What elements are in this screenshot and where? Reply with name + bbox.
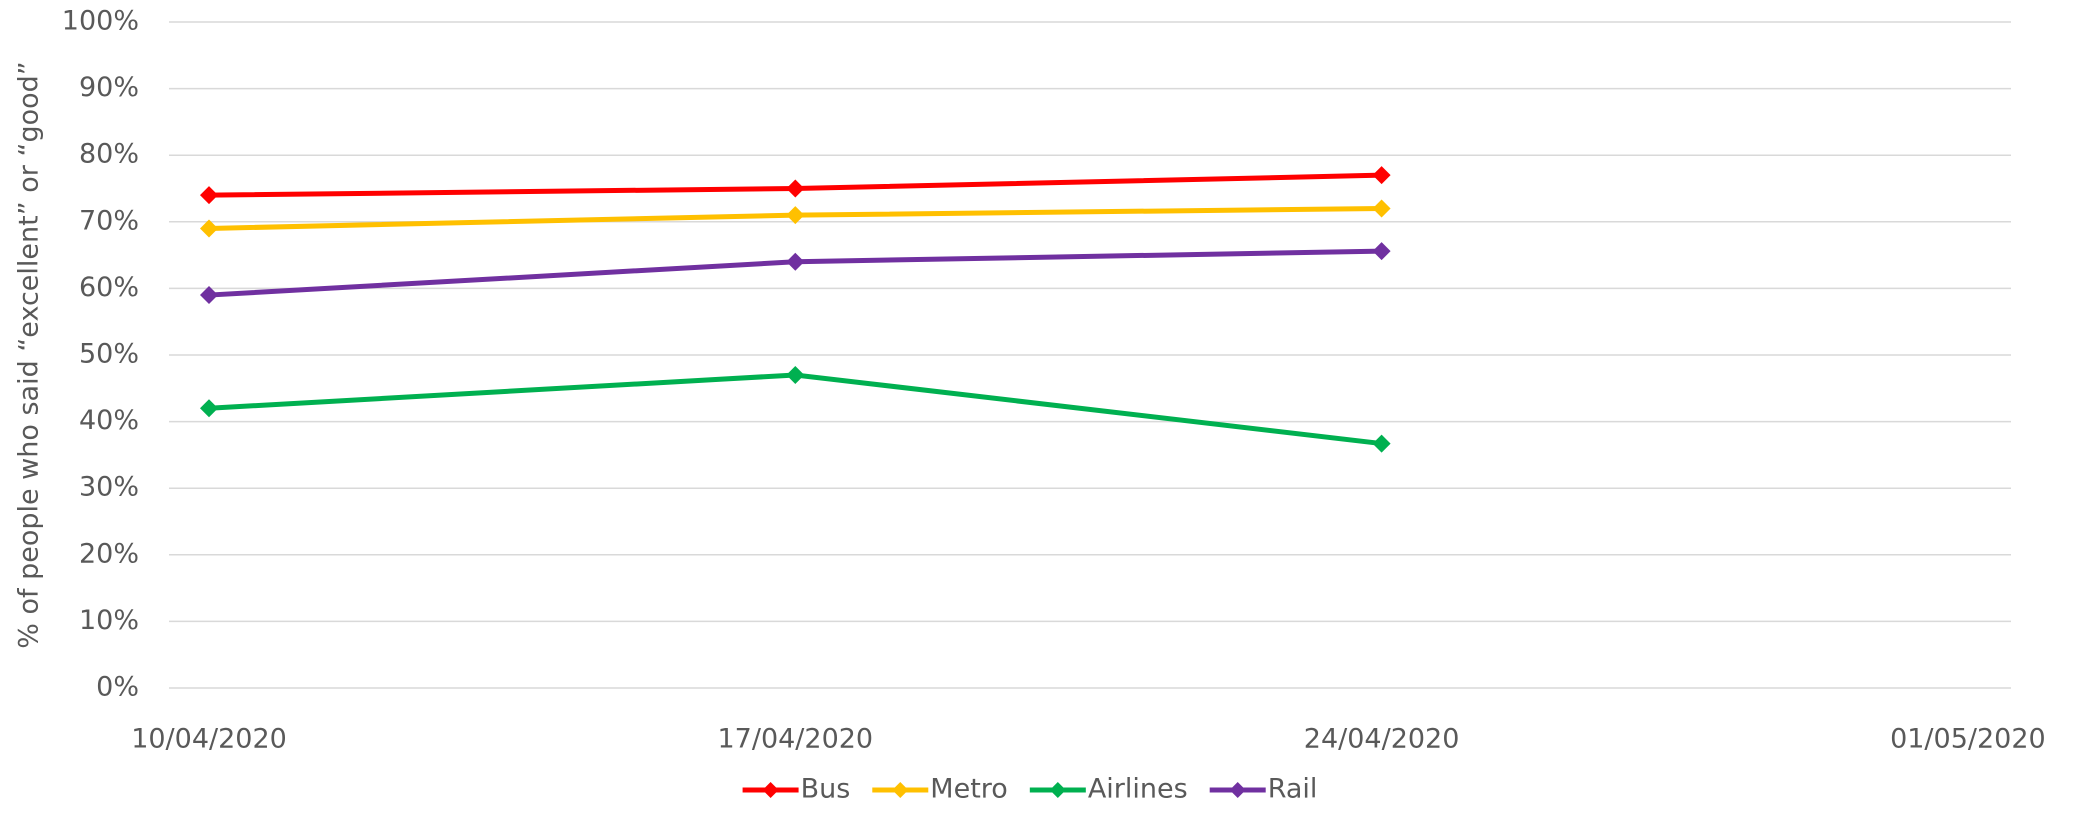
y-tick-label: 10% [79, 605, 139, 636]
y-tick-label: 50% [79, 339, 139, 370]
legend-marker [1049, 782, 1066, 798]
y-tick-label: 20% [79, 538, 139, 569]
y-tick-label: 80% [79, 139, 139, 170]
legend-label: Bus [801, 774, 851, 805]
point-marker [786, 252, 805, 271]
legend-marker [892, 782, 909, 798]
legend-label: Rail [1268, 774, 1318, 805]
point-marker [786, 179, 805, 198]
legend: Bus Metro Airlines Rail [742, 774, 1318, 805]
y-tick-label: 90% [79, 72, 139, 103]
series-line [208, 372, 1382, 447]
point-marker [200, 186, 218, 205]
x-tick-label: 10/04/2020 [131, 724, 287, 755]
point-marker [1372, 199, 1391, 218]
y-axis-label: % of people who said “excellent” or “goo… [14, 61, 45, 649]
legend-marker [762, 782, 779, 798]
legend-label: Airlines [1088, 774, 1188, 805]
point-marker [786, 365, 805, 384]
point-marker [200, 219, 218, 238]
y-tick-label: 100% [62, 6, 139, 37]
x-tick-label: 24/04/2020 [1304, 724, 1460, 755]
y-tick-label: 0% [96, 672, 139, 703]
x-tick-label: 17/04/2020 [717, 724, 873, 755]
point-marker [1372, 242, 1391, 261]
y-tick-label: 40% [79, 405, 139, 436]
y-tick-label: 60% [79, 272, 139, 303]
point-marker [786, 206, 805, 225]
y-tick-label: 70% [79, 205, 139, 236]
y-tick-label: 30% [79, 472, 139, 503]
legend-label: Metro [930, 774, 1008, 805]
point-marker [1372, 166, 1391, 185]
point-marker [200, 286, 218, 305]
legend-marker [1229, 782, 1246, 798]
point-marker [1372, 434, 1391, 453]
point-marker [200, 399, 218, 418]
x-tick-label: 01/05/2020 [1890, 724, 2046, 755]
